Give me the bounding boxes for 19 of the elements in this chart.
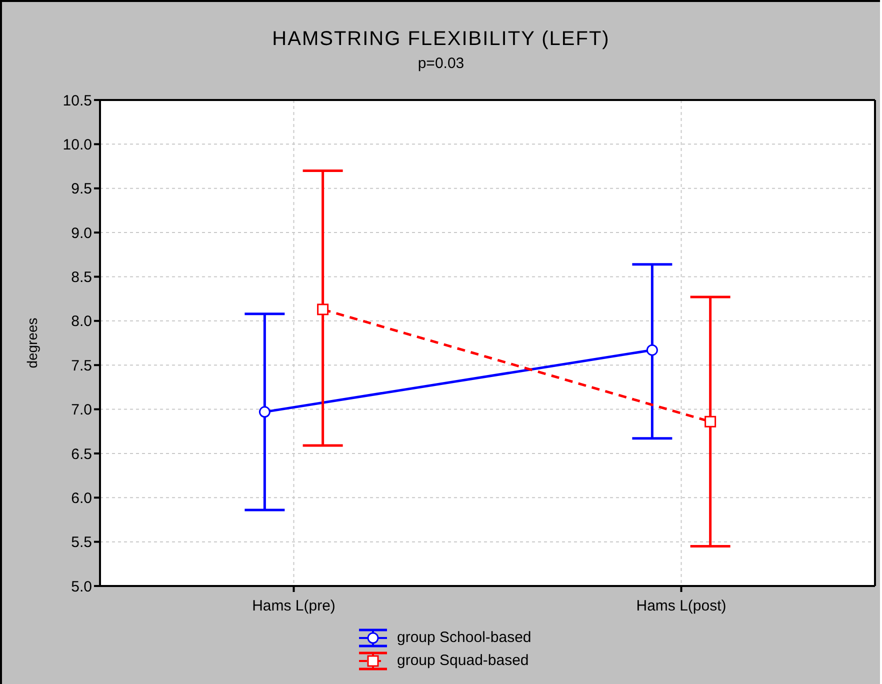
x-tick-label: Hams L(post) xyxy=(636,598,726,615)
y-tick-label: 6.5 xyxy=(71,446,92,463)
y-tick-label: 9.0 xyxy=(71,224,92,242)
y-tick-label: 8.5 xyxy=(71,269,92,286)
y-tick-label: 7.0 xyxy=(71,402,92,419)
legend-label: group School-based xyxy=(397,629,532,646)
legend-label: group Squad-based xyxy=(397,652,529,669)
y-tick-label: 5.0 xyxy=(71,578,92,596)
y-tick-label: 8.0 xyxy=(71,313,92,330)
y-tick-label: 5.5 xyxy=(71,534,92,552)
chart-subtitle: p=0.03 xyxy=(416,55,466,72)
y-tick-label: 9.5 xyxy=(71,180,92,198)
chart-title: HAMSTRING FLEXIBILITY (LEFT) xyxy=(271,27,611,51)
x-tick-label: Hams L(pre) xyxy=(252,598,336,615)
y-tick-label: 10.5 xyxy=(62,92,92,110)
y-tick-label: 7.5 xyxy=(71,357,92,374)
y-tick-label: 10.0 xyxy=(62,136,92,154)
y-tick-label: 6.0 xyxy=(71,490,92,507)
y-axis-title: degrees xyxy=(24,318,40,368)
